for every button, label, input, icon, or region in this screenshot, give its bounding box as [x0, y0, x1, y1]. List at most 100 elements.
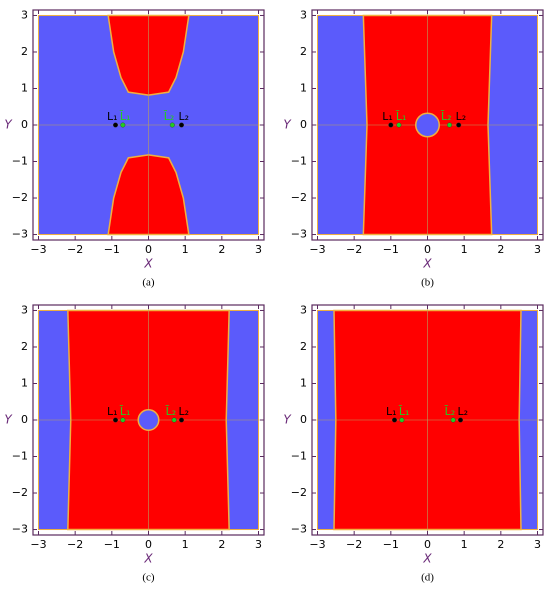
region-circle	[137, 408, 160, 432]
point	[120, 417, 126, 423]
caption: (c)	[142, 572, 155, 584]
point	[178, 417, 184, 423]
x-axis-label: X	[143, 552, 153, 566]
point-label: L̄₂	[163, 110, 174, 123]
point-label: L₂	[179, 110, 190, 123]
x-axis-label: X	[422, 257, 432, 271]
y-axis-label: Y	[283, 118, 292, 132]
x-tick-label: −2	[67, 243, 83, 256]
caption: (a)	[142, 277, 155, 289]
point-label: L̄₂	[165, 405, 176, 418]
point	[457, 417, 463, 423]
point-label: L₁	[107, 110, 118, 123]
y-tick-label: −3	[291, 523, 307, 536]
point-label: L̄₂	[440, 110, 451, 123]
y-tick-label: 3	[300, 8, 307, 21]
y-tick-label: 2	[21, 45, 28, 58]
x-tick-label: 3	[534, 243, 541, 256]
x-tick-label: 3	[534, 538, 541, 551]
x-tick-label: −2	[346, 243, 362, 256]
point-label: L₂	[458, 405, 469, 418]
x-tick-label: −1	[383, 243, 399, 256]
y-axis-label: Y	[4, 118, 13, 132]
y-axis-label: Y	[4, 413, 13, 427]
y-tick-label: 1	[21, 81, 28, 94]
panel: −3 −2 −1 0 1 2 3 −3 −2 −1 0 1 2 3 L₁ L̄₁ L̄₂ L₂ X Y (c)	[4, 303, 265, 584]
x-tick-label: 1	[461, 243, 468, 256]
point	[388, 122, 394, 128]
x-tick-label: −3	[30, 243, 46, 256]
point	[112, 417, 118, 423]
panel: −3 −2 −1 0 1 2 3 −3 −2 −1 0 1 2 3 L₁ L̄₁ L̄₂ L₂ X Y (d)	[283, 303, 544, 584]
point-label: L₂	[456, 110, 467, 123]
x-tick-label: 0	[424, 538, 431, 551]
x-tick-label: 0	[145, 243, 152, 256]
y-tick-label: 3	[21, 8, 28, 21]
y-tick-label: 1	[21, 376, 28, 389]
x-tick-label: −3	[309, 243, 325, 256]
x-tick-label: −1	[104, 538, 120, 551]
point-label: L̄₁	[398, 405, 409, 418]
x-tick-label: −1	[104, 243, 120, 256]
panel: −3 −2 −1 0 1 2 3 −3 −2 −1 0 1 2 3 L₁ L̄₁ L̄₂ L₂ X Y (b)	[283, 8, 544, 289]
x-tick-label: 2	[497, 243, 504, 256]
point	[178, 122, 184, 128]
point	[171, 417, 177, 423]
point	[396, 122, 402, 128]
x-axis-label: X	[422, 552, 432, 566]
caption: (d)	[421, 572, 434, 584]
x-tick-label: 2	[218, 243, 225, 256]
point-label: L₁	[107, 405, 118, 418]
point	[112, 122, 118, 128]
region-circle	[415, 112, 440, 138]
y-tick-label: −2	[12, 191, 28, 204]
y-tick-label: −1	[291, 155, 307, 168]
caption: (b)	[421, 277, 434, 289]
point-label: L̄₁	[395, 110, 406, 123]
point-label: L₁	[386, 405, 397, 418]
x-tick-label: −2	[67, 538, 83, 551]
point	[169, 122, 175, 128]
x-axis-label: X	[143, 257, 153, 271]
y-tick-label: 0	[300, 118, 307, 131]
point-label: L̄₂	[444, 405, 455, 418]
y-tick-label: 2	[300, 45, 307, 58]
x-tick-label: 1	[182, 538, 189, 551]
y-tick-label: 1	[300, 81, 307, 94]
point	[446, 122, 452, 128]
x-tick-label: 2	[218, 538, 225, 551]
y-tick-label: −3	[12, 523, 28, 536]
y-tick-label: 3	[21, 303, 28, 316]
x-tick-label: 0	[145, 538, 152, 551]
y-tick-label: 0	[21, 118, 28, 131]
x-tick-label: 1	[461, 538, 468, 551]
point-label: L̄₁	[119, 405, 130, 418]
y-tick-label: −2	[291, 486, 307, 499]
x-tick-label: −3	[309, 538, 325, 551]
point	[450, 417, 456, 423]
x-tick-label: −1	[383, 538, 399, 551]
x-tick-label: −2	[346, 538, 362, 551]
x-tick-label: −3	[30, 538, 46, 551]
y-tick-label: 1	[300, 376, 307, 389]
panel: −3 −2 −1 0 1 2 3 −3 −2 −1 0 1 2 3 L₁ L̄₁ L̄₂ L₂ X Y (a)	[4, 8, 265, 289]
y-tick-label: −2	[291, 191, 307, 204]
y-tick-label: −3	[291, 228, 307, 241]
y-tick-label: 2	[300, 340, 307, 353]
point	[399, 417, 405, 423]
y-tick-label: 0	[300, 413, 307, 426]
point	[456, 122, 462, 128]
x-tick-label: 2	[497, 538, 504, 551]
point	[120, 122, 126, 128]
y-tick-label: −1	[291, 450, 307, 463]
point-label: L₂	[179, 405, 190, 418]
x-tick-label: 0	[424, 243, 431, 256]
y-tick-label: 3	[300, 303, 307, 316]
y-axis-label: Y	[283, 413, 292, 427]
point	[391, 417, 397, 423]
x-tick-label: 3	[255, 243, 262, 256]
y-tick-label: 0	[21, 413, 28, 426]
y-tick-label: −1	[12, 155, 28, 168]
point-label: L̄₁	[119, 110, 130, 123]
